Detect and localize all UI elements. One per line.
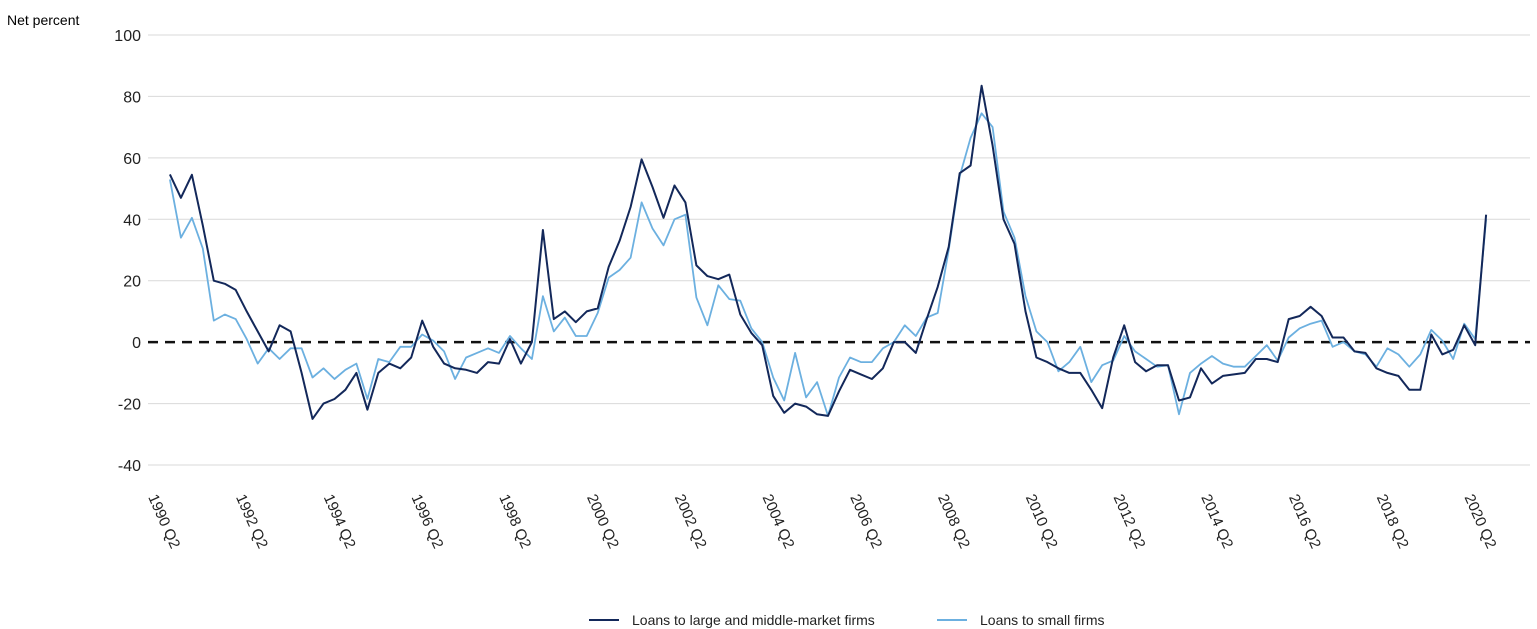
x-tick-label: 1992 Q2 (232, 492, 271, 551)
x-tick-label: 2006 Q2 (846, 492, 885, 551)
x-tick-label: 2016 Q2 (1285, 492, 1324, 551)
x-tick-label: 1998 Q2 (495, 492, 534, 551)
y-axis-label: Net percent (7, 12, 79, 28)
x-tick-label: 2002 Q2 (671, 492, 710, 551)
x-tick-label: 1990 Q2 (144, 492, 183, 551)
y-tick-label: 80 (123, 89, 141, 106)
y-tick-label: 100 (114, 28, 141, 45)
x-tick-label: 2020 Q2 (1461, 492, 1500, 551)
x-tick-label: 2008 Q2 (934, 492, 973, 551)
legend-label: Loans to large and middle-market firms (632, 612, 875, 628)
y-tick-label: 20 (123, 274, 141, 291)
legend-label: Loans to small firms (980, 612, 1104, 628)
x-tick-label: 2012 Q2 (1110, 492, 1149, 551)
data-series (168, 84, 1488, 420)
y-tick-label: -40 (118, 458, 141, 475)
x-tick-label: 2014 Q2 (1197, 492, 1236, 551)
x-tick-label: 2000 Q2 (583, 492, 622, 551)
x-tick-label: 2004 Q2 (759, 492, 798, 551)
y-tick-label: 0 (132, 335, 141, 352)
x-tick-label: 2010 Q2 (1022, 492, 1061, 551)
y-tick-labels: 100 80 60 40 20 0 -20 -40 (114, 28, 141, 475)
grid-lines (148, 34, 1530, 466)
x-tick-label: 2018 Q2 (1373, 492, 1412, 551)
y-tick-label: -20 (118, 397, 141, 414)
series-line-large-firms (168, 84, 1488, 420)
legend: Loans to large and middle-market firms Lo… (589, 612, 1104, 628)
series-line-small-firms (169, 112, 1487, 417)
y-tick-label: 60 (123, 151, 141, 168)
y-tick-label: 40 (123, 212, 141, 229)
x-tick-label: 1996 Q2 (408, 492, 447, 551)
x-tick-label: 1994 Q2 (320, 492, 359, 551)
x-tick-labels: 1990 Q2 1992 Q2 1994 Q2 1996 Q2 1998 Q2 2000 … (144, 492, 1499, 551)
